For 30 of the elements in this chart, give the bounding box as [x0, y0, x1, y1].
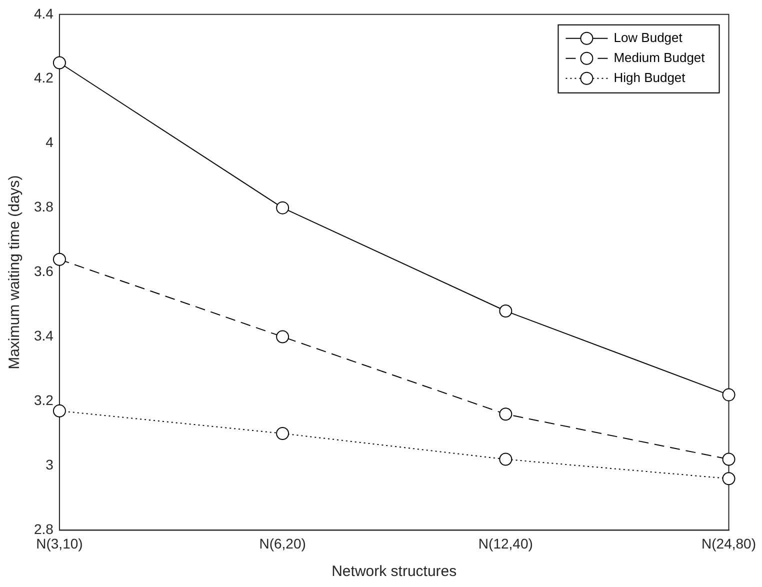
y-tick-label: 3 [46, 456, 54, 473]
point [52, 56, 66, 70]
x-axis-title: Network structures [332, 563, 457, 580]
point [499, 304, 512, 318]
point [722, 472, 736, 486]
y-tick-label: 2.8 [34, 521, 54, 538]
legend-label: Medium Budget [614, 50, 706, 65]
y-tick-label: 3.4 [34, 328, 54, 344]
point [52, 252, 66, 266]
y-axis-title: Maximum waiting time (days) [6, 175, 24, 370]
point [499, 408, 512, 421]
point [276, 426, 290, 440]
x-tick-label: N(6,20) [259, 535, 306, 552]
y-tick-label: 3.6 [34, 263, 54, 280]
y-tick-label: 3.2 [34, 392, 54, 408]
y-tick-label: 4.2 [34, 70, 54, 86]
legend-label: High Budget [614, 70, 686, 85]
y-tick-label: 4 [46, 134, 54, 150]
x-tick-label: N(12,40) [478, 535, 533, 552]
point [52, 404, 66, 418]
point [722, 388, 736, 402]
point [276, 330, 290, 344]
y-tick-label: 3.8 [34, 198, 54, 215]
point [276, 201, 290, 214]
x-tick-label: N(24,80) [702, 535, 756, 552]
y-tick-label: 4.4 [34, 5, 54, 22]
point [722, 452, 736, 466]
x-tick-label: N(3,10) [36, 535, 83, 552]
point [499, 452, 512, 466]
legend-label: Low Budget [614, 30, 683, 45]
